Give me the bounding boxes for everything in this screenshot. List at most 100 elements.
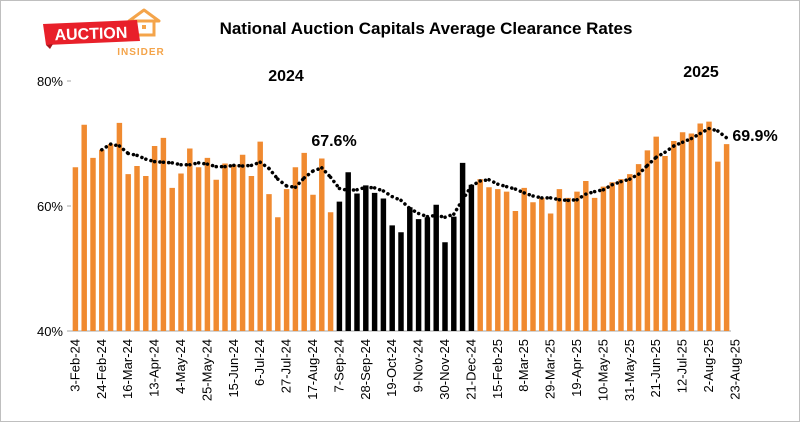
- trend-segment: [496, 182, 509, 189]
- year-label-2024: 2024: [268, 68, 304, 85]
- x-tick-label: 31-May-25: [622, 339, 637, 401]
- trend-segment: [610, 179, 623, 187]
- trend-segment: [672, 140, 685, 148]
- bar: [635, 164, 642, 331]
- trend-segment: [276, 177, 289, 188]
- trend-segment: [654, 150, 667, 159]
- x-tick-label: 6-Jul-24: [252, 339, 267, 386]
- annotation-latest: 69.9%: [732, 128, 777, 145]
- bar: [389, 225, 395, 332]
- bar: [151, 146, 158, 331]
- bar: [433, 204, 439, 331]
- x-tick-label: 28-Sep-24: [358, 339, 373, 400]
- bar: [477, 179, 483, 331]
- trend-segment: [381, 189, 394, 199]
- bar: [239, 154, 246, 331]
- x-tick-label: 27-Jul-24: [279, 339, 294, 393]
- trend-segment: [311, 166, 324, 173]
- trend-segment: [328, 175, 342, 191]
- trend-segment: [531, 194, 544, 200]
- trend-segment: [240, 163, 254, 168]
- bar: [415, 219, 422, 332]
- x-tick-label: 15-Feb-25: [490, 339, 505, 399]
- trend-segment: [188, 161, 201, 167]
- trend-segment: [663, 144, 676, 154]
- trend-segment: [619, 177, 632, 184]
- trend-segment: [135, 153, 148, 161]
- bar: [495, 189, 501, 331]
- trend-segment: [575, 192, 588, 202]
- trend-segment: [223, 163, 236, 169]
- bar: [143, 176, 149, 331]
- trend-segment: [443, 212, 456, 219]
- bar: [618, 179, 624, 331]
- bar: [521, 187, 527, 332]
- y-tick-label: 40%: [37, 324, 63, 339]
- bar: [539, 197, 545, 332]
- trend-segment: [302, 169, 315, 180]
- bar: [706, 121, 712, 332]
- trend-series: [100, 126, 729, 219]
- logo-sub-text: INSIDER: [117, 47, 165, 57]
- bar: [310, 194, 316, 331]
- bar: [486, 187, 492, 331]
- trend-segment: [522, 191, 535, 198]
- bar: [248, 176, 255, 331]
- bar: [292, 167, 299, 331]
- bar: [319, 158, 325, 331]
- bar: [398, 232, 404, 331]
- x-tick-label: 30-Nov-24: [437, 339, 452, 400]
- bar: [283, 189, 290, 331]
- y-tick-label: 80%: [37, 74, 63, 89]
- bar: [424, 217, 431, 331]
- bar: [380, 198, 387, 331]
- bar: [204, 157, 211, 331]
- trend-segment: [416, 211, 430, 219]
- x-axis-ticks: 3-Feb-24 24-Feb-24 16-Mar-24 13-Apr-24 4-May…: [67, 339, 742, 401]
- x-tick-label: 29-Mar-25: [543, 339, 558, 399]
- trend-segment: [408, 206, 421, 216]
- bar-series: [72, 121, 730, 332]
- bar: [99, 149, 105, 331]
- bar: [459, 162, 466, 331]
- bar: [671, 141, 677, 331]
- bar: [715, 161, 721, 331]
- trend-segment: [258, 160, 271, 171]
- bar: [547, 213, 554, 331]
- bar: [512, 211, 519, 331]
- trend-segment: [707, 126, 720, 133]
- trend-segment: [689, 131, 702, 141]
- trend-segment: [284, 184, 298, 189]
- trend-segment: [108, 142, 122, 148]
- trend-segment: [337, 186, 350, 193]
- bar: [222, 163, 228, 331]
- bar: [134, 166, 140, 331]
- x-tick-label: 4-May-24: [173, 339, 188, 394]
- trend-segment: [592, 188, 606, 194]
- trend-segment: [680, 136, 694, 144]
- bar: [266, 194, 272, 332]
- bar: [363, 185, 369, 331]
- trend-segment: [478, 178, 491, 183]
- bar: [160, 137, 167, 331]
- trend-segment: [372, 186, 386, 193]
- bar: [442, 242, 448, 331]
- trend-segment: [645, 155, 658, 168]
- bar: [371, 192, 378, 332]
- trend-segment: [152, 159, 166, 164]
- trend-segment: [399, 198, 412, 211]
- logo-main-text: AUCTION: [54, 25, 127, 45]
- trend-segment: [170, 161, 183, 167]
- chart-title: National Auction Capitals Average Cleara…: [220, 19, 633, 38]
- x-tick-label: 7-Sep-24: [331, 339, 346, 392]
- y-tick-label: 60%: [37, 199, 63, 214]
- bar: [556, 189, 563, 331]
- bar: [213, 179, 219, 331]
- bar: [644, 150, 651, 331]
- bar: [354, 193, 360, 331]
- bar: [723, 144, 730, 331]
- trend-segment: [161, 160, 174, 165]
- bar: [275, 217, 281, 331]
- bar: [72, 167, 79, 331]
- bar: [565, 197, 571, 332]
